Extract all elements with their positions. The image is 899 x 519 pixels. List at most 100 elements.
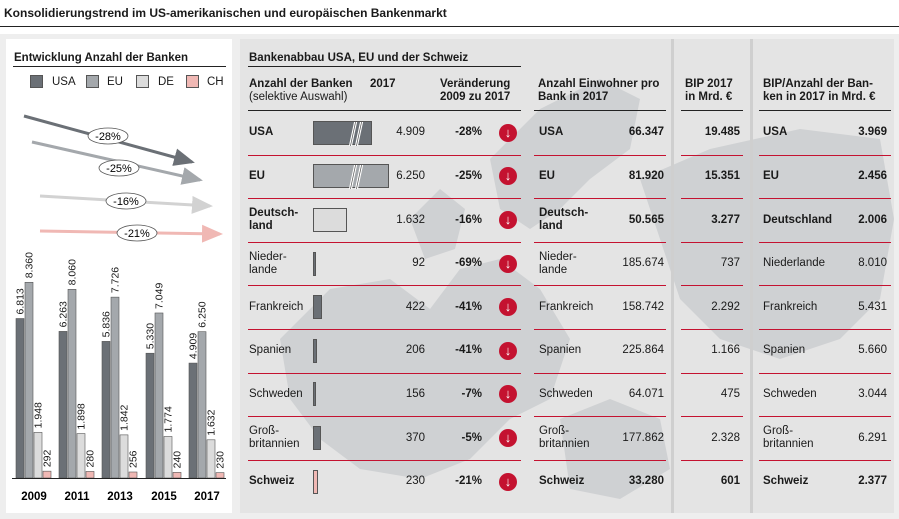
row-gdp-per-bank: 5.431 [858,300,887,313]
row-country-name-line2: britannien [249,438,300,450]
table-panel [240,39,894,513]
x-tick-label-2013: 2013 [107,491,133,503]
row-bank-bar [313,120,372,146]
legend-swatch-de [136,75,149,88]
legend-swatch-usa [30,75,43,88]
trend-label-usa: -28% [87,127,129,145]
col-header-change-sub: 2009 zu 2017 [440,91,511,103]
legend-label-usa: USA [52,76,76,88]
row-divider [534,241,666,243]
down-arrow-icon: ↓ [499,385,517,404]
bar-label-usa-2017: 4.909 [188,333,200,359]
bar-eu-2013 [110,296,120,479]
bar-usa-2011 [58,331,68,479]
bar-eu-2015 [154,312,164,479]
row-change-percent: -25% [455,169,482,182]
bar-label-eu-2009: 8.360 [24,252,36,278]
bar-label-eu-2013: 7.726 [110,267,122,293]
legend-label-eu: EU [107,76,123,88]
row-country-name-ratio: Schweiz [763,475,809,488]
row-gdp-per-bank: 6.291 [858,431,887,444]
row-divider [534,372,666,374]
row-gdp-per-bank: 2.456 [858,169,887,182]
row-divider [759,416,891,418]
row-change-percent: -28% [455,126,482,139]
bar-label-eu-2017: 6.250 [197,301,209,327]
trend-label-ch-text: -21% [124,228,150,240]
row-country-name-ratio: Groß- [763,425,794,437]
row-bank-bar [313,251,316,276]
row-country-name: Spanien [249,344,292,357]
row-gdp: 15.351 [704,169,740,182]
column-separator [750,39,753,513]
down-arrow-icon: ↓ [499,341,517,360]
legend-swatch-eu [86,75,99,88]
row-country-name-population: Schweden [539,387,593,400]
trend-label-usa-text: -28% [95,131,121,143]
row-divider [759,154,891,156]
bar-label-de-2015: 1.774 [163,406,175,432]
bar-label-de-2013: 1.842 [119,404,131,430]
x-tick-label-2017: 2017 [194,491,220,503]
row-country-name-population: EU [539,169,555,182]
row-divider [534,285,666,287]
row-divider [681,372,743,374]
legend-label-ch: CH [207,76,224,88]
row-divider [681,416,743,418]
row-country-name: Frankreich [249,300,304,313]
row-gdp: 2.328 [711,431,740,444]
row-bank-count: 156 [405,387,425,400]
down-arrow-icon: ↓ [499,429,517,447]
row-bank-count: 370 [405,431,425,444]
row-divider [534,154,666,156]
row-bank-bar [313,295,322,320]
col-header-population-sub: Bank in 2017 [538,91,609,103]
row-change-percent: -41% [455,344,482,357]
bar-label-ch-2017: 230 [215,451,227,469]
col-header-gdp: BIP 2017 [685,78,733,90]
row-bank-count: 4.909 [396,126,425,139]
col-header-ratio: BIP/Anzahl der Ban- [763,78,873,90]
bar-usa-2013 [101,341,111,479]
row-population-per-bank: 185.674 [622,257,664,270]
trend-label-eu: -25% [98,159,140,177]
col-header-gdp-sub: in Mrd. € [685,91,733,103]
row-gdp-per-bank: 2.006 [858,213,887,226]
row-country-name-population: Spanien [539,344,582,357]
trend-label-de: -16% [105,192,147,210]
trend-label-eu-text: -25% [106,163,132,175]
row-country-name-population: Frankreich [539,300,594,313]
row-gdp-per-bank: 3.044 [858,387,887,400]
row-population-per-bank: 33.280 [628,475,664,488]
bar-label-ch-2011: 280 [85,450,97,468]
header-rule-gdp [681,110,743,111]
europe-map-background [280,79,894,499]
row-population-per-bank: 177.862 [622,431,664,444]
row-change-percent: -21% [455,475,482,488]
row-change-percent: -16% [455,213,482,226]
row-country-name: USA [249,126,274,139]
row-bank-count: 206 [405,344,425,357]
row-population-per-bank: 225.864 [622,344,664,357]
row-gdp: 2.292 [711,300,740,313]
bar-ch-2015 [172,472,182,479]
row-gdp: 1.166 [711,344,740,357]
bar-ch-2013 [128,471,138,479]
bar-label-de-2017: 1.632 [206,409,218,435]
col-header-change: Veränderung [440,78,511,90]
x-tick-label-2011: 2011 [65,491,91,503]
bar-label-de-2011: 1.898 [76,403,88,429]
row-gdp-per-bank: 8.010 [858,257,887,270]
down-arrow-icon: ↓ [499,298,517,317]
row-gdp-per-bank: 5.660 [858,344,887,357]
row-divider [248,241,521,243]
bar-label-ch-2015: 240 [172,451,184,469]
col-header-year: 2017 [370,78,396,90]
table-heading: Bankenabbau USA, EU und der Schweiz [249,52,469,64]
down-arrow-icon: ↓ [499,254,517,273]
trend-label-de-text: -16% [113,196,139,208]
bar-label-usa-2011: 6.263 [58,301,70,327]
row-gdp: 3.277 [711,213,740,226]
row-divider [759,285,891,287]
row-divider [681,154,743,156]
